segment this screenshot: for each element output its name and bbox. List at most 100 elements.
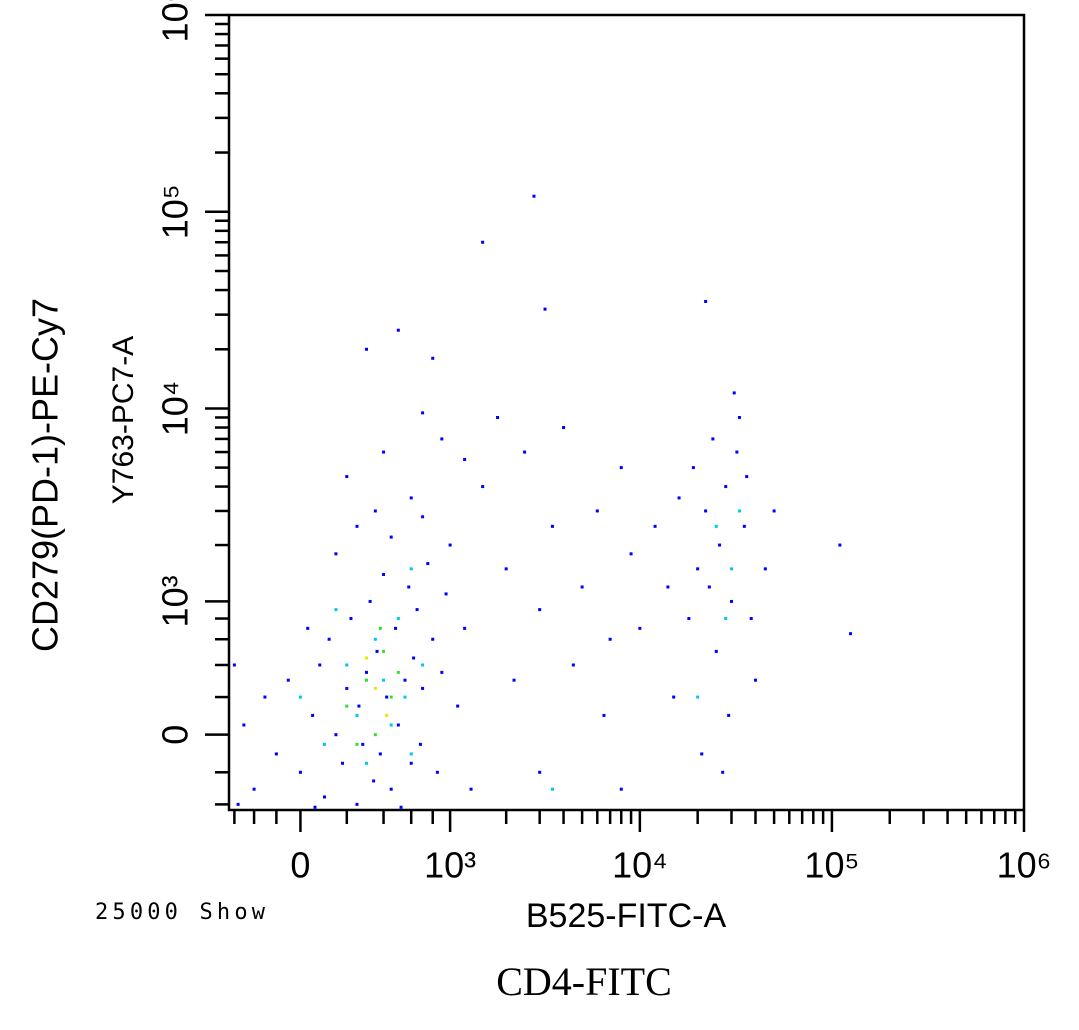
point [373,686,377,690]
point [523,450,527,454]
point [737,415,741,419]
point [538,608,542,612]
x-tick-label: 10³ [424,845,476,886]
point [619,466,623,470]
point [313,805,317,809]
point [421,686,425,690]
point [334,552,338,556]
point [382,450,386,454]
point [364,347,368,351]
plot-area [232,194,853,809]
point [711,437,715,441]
point [463,457,467,461]
point [732,391,736,395]
point [608,637,612,641]
point [532,194,536,198]
point [763,567,767,571]
point [236,802,240,806]
point [538,770,542,774]
point [409,752,413,756]
y-tick-label: 0 [155,725,196,745]
point [580,585,584,589]
point [735,450,739,454]
point [389,535,393,539]
point [753,678,757,682]
point [696,695,700,699]
point [724,617,728,621]
x-title: CD4-FITC [496,959,672,1004]
point [306,626,310,630]
point [629,552,633,556]
point [440,437,444,441]
point [403,695,407,699]
x-tick-label: 0 [290,845,310,886]
point [707,585,711,589]
x-tick-label: 10⁵ [804,845,859,886]
point [364,670,368,674]
point [677,496,681,500]
point [355,742,359,746]
point [714,524,718,528]
point [672,695,676,699]
point [714,649,718,653]
plot-frame [227,13,1026,812]
point [409,496,413,500]
point [298,695,302,699]
point [602,713,606,717]
point [364,678,368,682]
point [345,704,349,708]
point [357,704,361,708]
point [311,713,315,717]
point [463,626,467,630]
point [435,770,439,774]
point [385,713,389,717]
point [729,567,733,571]
y-title: CD279(PD-1)-PE-Cy7 [25,298,66,652]
y-axis-label: Y763-PC7-A [107,336,140,504]
point [409,567,413,571]
point [396,670,400,674]
y-tick-label: 10³ [155,575,196,627]
point [729,599,733,603]
annotation: 25000 Show [95,900,266,925]
point [421,411,425,415]
point [638,626,642,630]
point [396,723,400,727]
point [696,567,700,571]
point [745,475,749,479]
point [349,617,353,621]
point [389,695,393,699]
point [382,649,386,653]
point [378,626,382,630]
point [373,637,377,641]
point [742,524,746,528]
point [334,733,338,737]
point [286,678,290,682]
point [444,592,448,596]
point [409,761,413,765]
point [364,761,368,765]
point [396,328,400,332]
point [469,787,473,791]
point [421,515,425,519]
point [403,678,407,682]
point [322,742,326,746]
point [550,524,554,528]
point [448,543,452,547]
x-tick-label: 10⁶ [997,845,1052,886]
point [619,787,623,791]
point [355,524,359,528]
point [368,599,372,603]
point [378,752,382,756]
point [242,723,246,727]
point [375,649,379,653]
point [562,426,566,430]
point [412,656,416,660]
y-tick-label: 10⁴ [155,381,196,437]
point [232,663,236,667]
point [345,663,349,667]
point [399,805,403,809]
point [691,466,695,470]
point [415,608,419,612]
